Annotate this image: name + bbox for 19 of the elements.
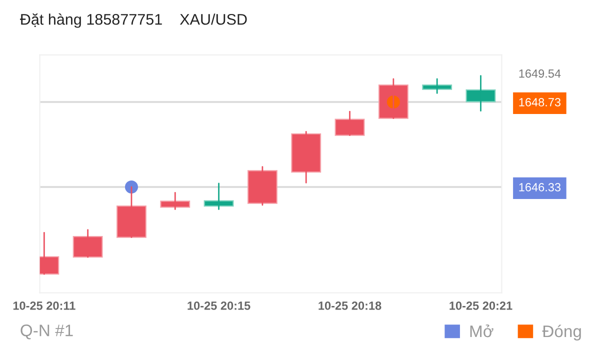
y-tick-label: 1646.33	[519, 183, 561, 192]
candlestick	[160, 192, 190, 210]
x-tick-label: 10-25 20:18	[318, 302, 382, 310]
candlestick	[422, 78, 452, 94]
candlestick	[291, 131, 322, 184]
candlestick	[247, 166, 278, 206]
candlestick	[466, 75, 496, 112]
legend-label: Đóng	[542, 324, 581, 341]
legend-label: Mở	[470, 324, 494, 338]
candlestick	[72, 229, 103, 258]
candlestick	[334, 110, 365, 136]
y-tick-label: 1649.54	[519, 69, 561, 78]
x-tick-label: 10-25 20:15	[188, 302, 250, 310]
x-tick-label: 10-25 20:21	[450, 302, 512, 310]
candlestick	[204, 182, 234, 210]
y-tick-label: 1648.73	[519, 98, 561, 106]
text: Q-N #1	[20, 324, 73, 340]
x-tick-label: 10-25 20:11	[13, 302, 76, 310]
chart-title: Đặt hàng 185877751 XAU/USD	[20, 13, 247, 28]
